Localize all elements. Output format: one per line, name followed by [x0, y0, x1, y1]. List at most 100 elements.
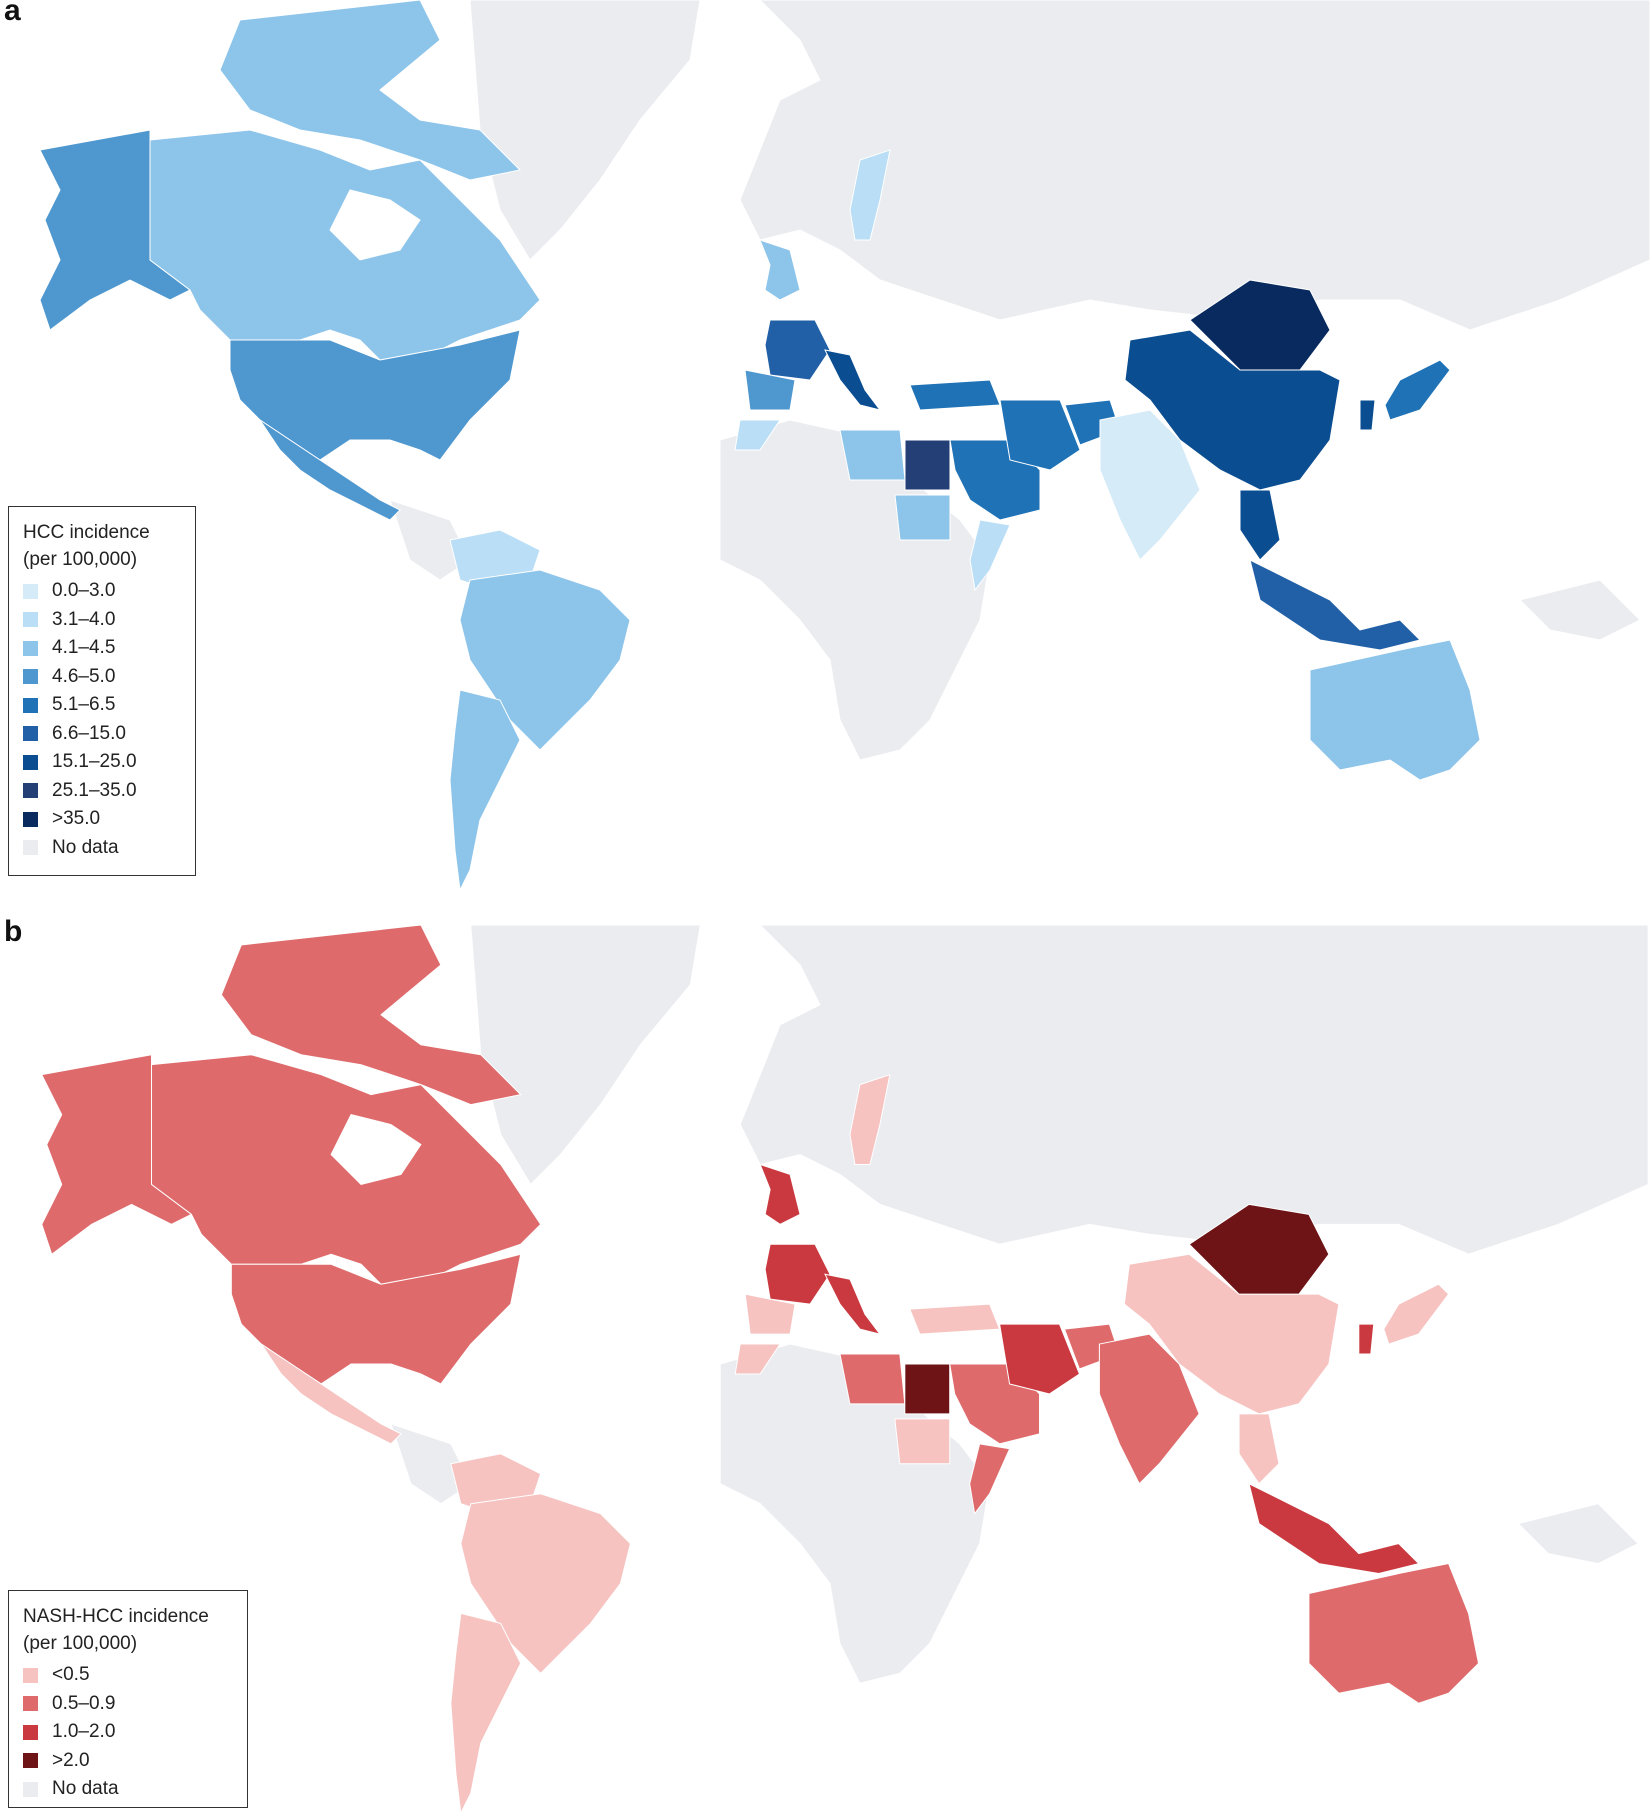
legend-item: 0.5–0.9 — [23, 1690, 233, 1719]
legend-swatch — [23, 1667, 38, 1683]
legend-swatch — [23, 669, 38, 685]
legend-item: 5.1–6.5 — [23, 691, 181, 720]
legend-item: 4.1–4.5 — [23, 634, 181, 663]
legend-label: >2.0 — [52, 1749, 90, 1771]
legend-label: 1.0–2.0 — [52, 1721, 116, 1743]
legend-items: 0.0–3.0 3.1–4.0 4.1–4.5 4.6–5.0 5.1–6.5 6.6–1… — [23, 577, 181, 862]
hcc-legend: HCC incidence (per 100,000) 0.0–3.0 3.1–4… — [8, 506, 196, 876]
nash-hcc-legend: NASH-HCC incidence (per 100,000) <0.5 0.5… — [8, 1590, 248, 1808]
legend-label: 15.1–25.0 — [52, 751, 137, 773]
legend-swatch — [23, 612, 38, 628]
region-iberia — [744, 1293, 796, 1335]
region-japan — [1384, 359, 1451, 421]
region-mexico — [260, 1343, 402, 1445]
legend-item: 6.6–15.0 — [23, 720, 181, 749]
region-mexico — [259, 419, 401, 521]
hcc-incidence-map-panel: a HCC incidence (per 100,000) 0.0–3.0 3.1… — [0, 0, 1650, 890]
legend-item: 25.1–35.0 — [23, 777, 181, 806]
region-libya — [839, 429, 906, 481]
region-pakistan-india — [1099, 409, 1201, 561]
no-data-landmass — [470, 925, 701, 1186]
region-thailand — [1238, 1413, 1280, 1485]
region-iran — [999, 399, 1081, 471]
legend-label: 0.5–0.9 — [52, 1692, 116, 1714]
no-data-landmass — [389, 499, 471, 581]
no-data-landmass — [739, 925, 1649, 1255]
region-egypt — [904, 1363, 951, 1415]
region-sudan — [894, 1418, 951, 1465]
legend-label: 4.6–5.0 — [52, 665, 116, 687]
legend-swatch — [23, 1696, 38, 1712]
legend-item: 0.0–3.0 — [23, 577, 181, 606]
region-iran — [999, 1323, 1081, 1395]
legend-item: 15.1–25.0 — [23, 748, 181, 777]
no-data-landmass — [390, 1423, 472, 1505]
region-japan — [1383, 1283, 1450, 1345]
legend-swatch — [23, 1724, 38, 1740]
region-morocco — [734, 419, 781, 451]
legend-label: <0.5 — [52, 1664, 90, 1686]
legend-swatch — [23, 840, 38, 856]
no-data-landmass — [1517, 1503, 1640, 1565]
legend-swatch — [23, 697, 38, 713]
region-korea — [1358, 1323, 1375, 1355]
legend-item: >2.0 — [23, 1747, 233, 1776]
region-libya — [839, 1353, 906, 1405]
region-canada — [149, 129, 541, 361]
region-morocco — [734, 1343, 782, 1375]
legend-item: >35.0 — [23, 805, 181, 834]
legend-title: HCC incidence (per 100,000) — [23, 519, 181, 573]
region-united-states — [229, 329, 521, 461]
legend-swatch — [23, 1753, 38, 1769]
region-thailand — [1239, 489, 1281, 561]
legend-swatch — [23, 726, 38, 742]
legend-title-line1: NASH-HCC incidence — [23, 1606, 209, 1627]
legend-title-line2: (per 100,000) — [23, 549, 138, 570]
no-data-landmass — [739, 0, 1650, 331]
region-sweden — [849, 149, 891, 241]
legend-swatch — [23, 1781, 38, 1797]
legend-swatch — [23, 640, 38, 656]
panel-letter-b: b — [4, 915, 23, 948]
nash-hcc-world-map — [41, 925, 1649, 1813]
region-turkey — [909, 1303, 1001, 1335]
region-somalia — [969, 1443, 1011, 1515]
legend-label: 6.6–15.0 — [52, 722, 126, 744]
region-italy — [824, 349, 882, 411]
legend-swatch — [23, 783, 38, 799]
region-egypt — [904, 439, 951, 491]
region-france — [764, 1243, 831, 1305]
legend-swatch — [23, 583, 38, 599]
legend-swatch — [23, 811, 38, 827]
region-canadian-arctic — [219, 0, 522, 181]
legend-swatch — [23, 754, 38, 770]
legend-label: 25.1–35.0 — [52, 779, 137, 801]
region-australia — [1308, 1562, 1480, 1704]
legend-label: No data — [52, 1778, 119, 1800]
legend-title-line2: (per 100,000) — [23, 1633, 138, 1654]
region-mongolia — [1189, 279, 1331, 371]
legend-item: 3.1–4.0 — [23, 606, 181, 635]
region-somalia — [969, 519, 1011, 592]
legend-label: No data — [52, 836, 119, 858]
region-indonesia — [1249, 559, 1421, 651]
legend-title-line1: HCC incidence — [23, 522, 150, 543]
region-korea — [1359, 399, 1376, 431]
region-indonesia — [1248, 1482, 1420, 1575]
region-turkey — [909, 379, 1001, 411]
legend-item: No data — [23, 834, 181, 863]
legend-label: 5.1–6.5 — [52, 694, 116, 716]
region-canadian-arctic — [220, 925, 522, 1106]
legend-label: 4.1–4.5 — [52, 637, 116, 659]
legend-title: NASH-HCC incidence (per 100,000) — [23, 1603, 233, 1657]
region-sweden — [849, 1073, 891, 1165]
legend-label: 3.1–4.0 — [52, 608, 116, 630]
region-pakistan-india — [1098, 1333, 1200, 1485]
region-chile-argentina — [450, 1612, 522, 1813]
region-mongolia — [1188, 1203, 1330, 1295]
region-united-kingdom — [759, 1163, 801, 1225]
legend-item: No data — [23, 1775, 233, 1804]
region-united-kingdom — [759, 239, 801, 301]
legend-label: 0.0–3.0 — [52, 580, 116, 602]
legend-item: <0.5 — [23, 1661, 233, 1690]
